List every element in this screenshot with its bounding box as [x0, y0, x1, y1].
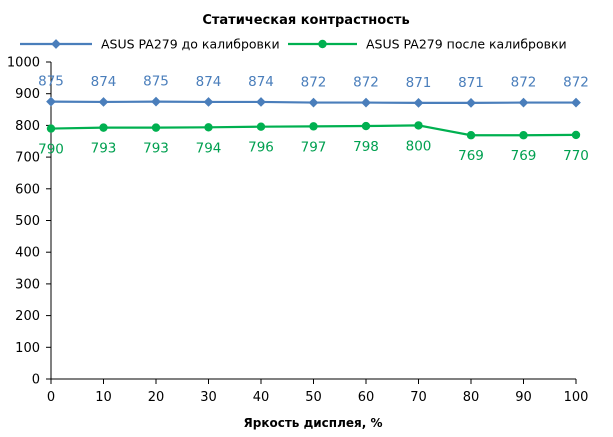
series-0-point: [51, 39, 61, 49]
series-1-data-label: 800: [406, 138, 432, 154]
series-0: 875 874 875 874 874 872 872 871 871 872 872: [38, 74, 589, 108]
series-1-point: [361, 121, 371, 131]
y-tick-label: 900: [15, 87, 40, 102]
series-1-point: [318, 39, 327, 49]
legend-item-0: ASUS PA279 до калибровки: [20, 37, 280, 52]
series-1-point: [414, 121, 423, 130]
series-1-point: [256, 122, 266, 131]
series-1-data-label: 790: [38, 142, 64, 158]
series-1-point: [99, 123, 108, 132]
x-axis-ticks: 0 10 20 30 40 50 60 70 80 90 100: [47, 379, 589, 405]
y-tick-label: 800: [15, 119, 40, 134]
series-0-data-label: 874: [196, 74, 222, 90]
x-tick-label: 10: [95, 390, 112, 405]
series-0-point: [466, 98, 476, 108]
axes: 0 100 200 300 400 500 600 700 800 900 1000 0 10 20 30…: [7, 56, 589, 406]
x-tick-label: 30: [200, 390, 217, 405]
series-0-data-label: 872: [563, 75, 589, 91]
series-1: 790 793 793 794 796 797 798 800 769 769 770: [38, 121, 589, 164]
legend-label: ASUS PA279 после калибровки: [366, 37, 567, 52]
x-tick-label: 100: [564, 390, 589, 405]
series-1-point: [466, 131, 476, 140]
series-1-point: [519, 131, 528, 140]
y-tick-label: 500: [15, 214, 40, 229]
series-1-point: [46, 124, 56, 133]
y-tick-label: 0: [32, 373, 40, 388]
series-1-point: [204, 123, 213, 132]
y-tick-label: 300: [15, 277, 40, 292]
y-tick-label: 400: [15, 246, 40, 261]
series-0-data-label: 875: [143, 74, 169, 90]
y-axis-ticks: 0 100 200 300 400 500 600 700 800 900 1000: [7, 56, 51, 388]
series-0-point: [256, 97, 266, 107]
series-0-point: [361, 97, 371, 108]
series-0-data-label: 871: [458, 75, 484, 91]
series-1-data-label: 796: [248, 140, 274, 156]
legend-item-1: ASUS PA279 после калибровки: [288, 37, 567, 52]
series-0-point: [203, 97, 214, 107]
x-tick-label: 80: [463, 390, 480, 405]
x-tick-label: 70: [410, 390, 427, 405]
y-tick-label: 1000: [7, 56, 40, 71]
y-tick-label: 600: [15, 182, 40, 197]
chart-title: Статическая контрастность: [202, 13, 409, 28]
legend: ASUS PA279 до калибровки ASUS PA279 после…: [20, 37, 567, 52]
series-1-data-label: 797: [301, 139, 327, 155]
series-0-data-label: 874: [91, 74, 117, 90]
x-axis-label: Яркость дисплея, %: [244, 416, 383, 430]
series-0-point: [518, 97, 529, 108]
series-1-point: [571, 130, 581, 140]
series-1-data-label: 793: [91, 141, 117, 157]
series-0-point: [308, 97, 319, 108]
series-1-point: [309, 122, 318, 131]
y-tick-label: 200: [15, 309, 40, 324]
series-0-data-label: 874: [248, 74, 274, 90]
series-1-data-label: 798: [353, 139, 379, 155]
x-tick-label: 60: [358, 390, 375, 405]
x-tick-label: 40: [253, 390, 270, 405]
series-0-point: [151, 96, 161, 107]
series-1-data-label: 794: [196, 140, 222, 156]
series-1-point: [151, 123, 161, 132]
x-tick-label: 0: [47, 390, 55, 405]
series-1-data-label: 793: [143, 141, 169, 157]
legend-label: ASUS PA279 до калибровки: [101, 37, 280, 52]
x-tick-label: 20: [148, 390, 165, 405]
y-tick-label: 100: [15, 341, 40, 356]
series-0-data-label: 871: [406, 75, 432, 91]
series-0-point: [46, 96, 56, 107]
series-0-data-label: 872: [511, 75, 537, 91]
series-1-data-label: 769: [511, 148, 537, 164]
series-0-point: [571, 97, 581, 108]
series-0-data-label: 875: [38, 74, 64, 90]
series-1-data-label: 769: [458, 148, 484, 164]
x-tick-label: 90: [515, 390, 532, 405]
y-tick-label: 700: [15, 151, 40, 166]
series-0-point: [98, 97, 109, 107]
x-tick-label: 50: [305, 390, 322, 405]
series-0-data-label: 872: [353, 75, 379, 91]
series-0-point: [413, 98, 424, 108]
series-1-data-label: 770: [563, 148, 589, 164]
series-0-data-label: 872: [301, 75, 327, 91]
